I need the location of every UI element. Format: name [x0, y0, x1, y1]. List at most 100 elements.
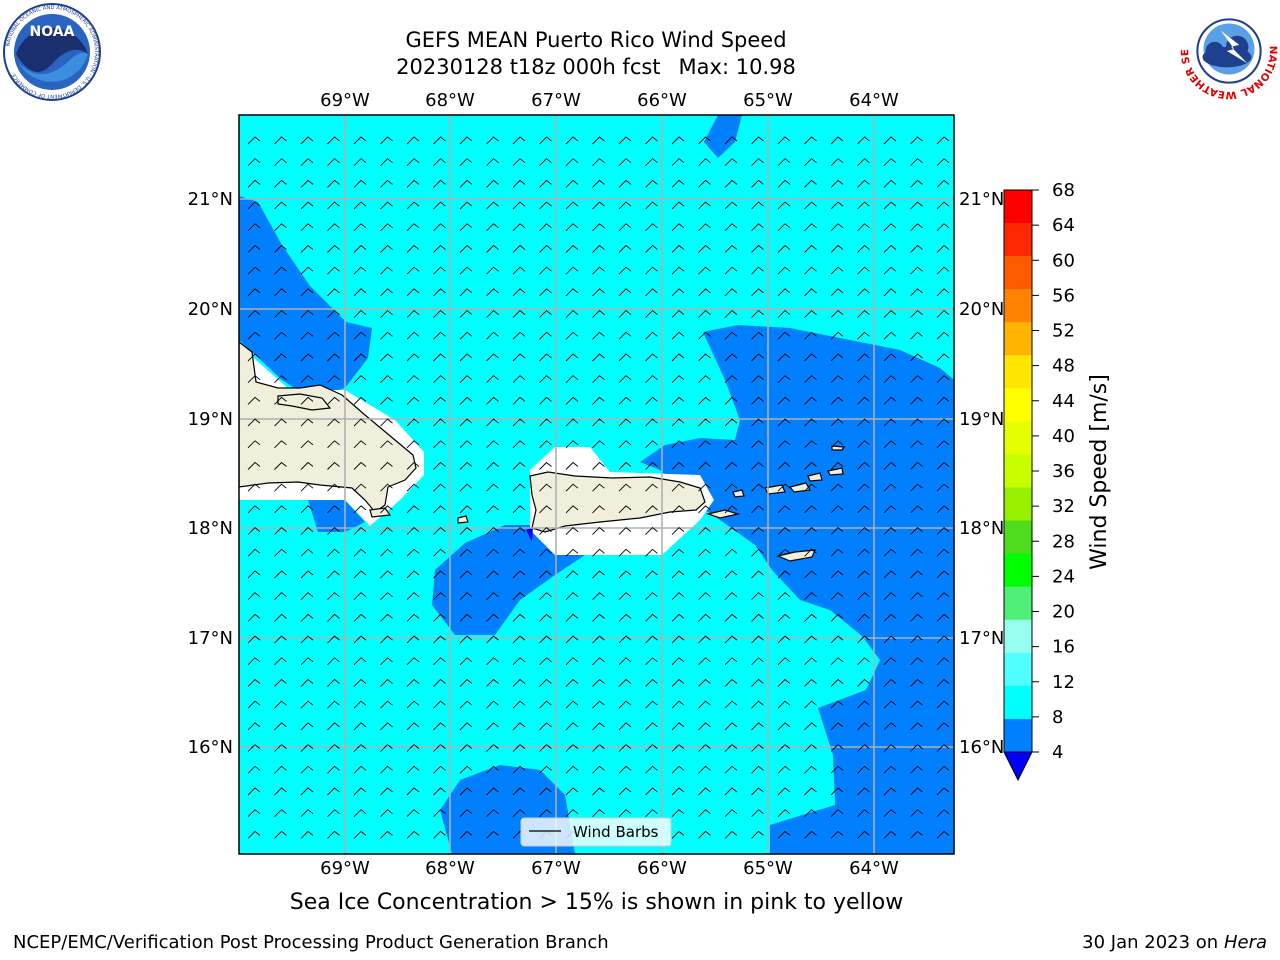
wind-barb [433, 526, 446, 535]
wind-barb [486, 635, 499, 644]
lon-label-bottom: 65°W [743, 858, 793, 879]
wind-barb [353, 722, 367, 731]
wind-barb [539, 244, 552, 253]
wind-barb [883, 483, 897, 492]
wind-barb [751, 592, 764, 601]
wind-barb [565, 266, 579, 275]
wind-barb [353, 375, 367, 384]
wind-barb [777, 830, 791, 839]
wind-barb [804, 440, 817, 449]
wind-barb [910, 396, 923, 405]
wind-barb [883, 613, 897, 622]
wind-barb [486, 201, 499, 210]
wind-barb [300, 722, 314, 731]
wind-barb [406, 223, 420, 232]
wind-barb [751, 461, 764, 470]
wind-barb [406, 331, 420, 340]
colorbar-tick-label: 48 [1052, 356, 1075, 377]
wind-barb [459, 136, 473, 145]
wind-barb [565, 353, 579, 362]
wind-barb [910, 418, 923, 427]
wind-barb [327, 418, 340, 427]
wind-barb [804, 179, 817, 188]
wind-barb [671, 613, 685, 622]
wind-barb [698, 288, 711, 297]
wind-barb [512, 700, 526, 709]
wind-barb [804, 592, 817, 601]
wind-barb [618, 635, 632, 644]
wind-barb [830, 613, 844, 622]
colorbar-tick-label: 52 [1052, 321, 1075, 342]
wind-barb [380, 461, 393, 470]
wind-barb [910, 657, 923, 666]
graticule [239, 115, 954, 854]
colorbar-segment [1004, 355, 1032, 389]
wind-barb [883, 266, 897, 275]
wind-barb [777, 635, 791, 644]
wind-barb [671, 353, 685, 362]
wind-barb [380, 613, 393, 622]
wind-barb [565, 657, 579, 666]
wind-field-4-8-east [640, 325, 954, 854]
wind-barb [910, 505, 923, 514]
wind-barb [565, 136, 579, 145]
colorbar-tick-label: 20 [1052, 602, 1075, 623]
wind-barb [300, 700, 314, 709]
wind-barb [751, 743, 764, 752]
wind-barb [327, 505, 340, 514]
map-frame [238, 114, 955, 855]
wind-barb [512, 613, 526, 622]
wind-barb [698, 158, 711, 167]
wind-barb [459, 440, 473, 449]
wind-barb [698, 809, 711, 818]
wind-barb [936, 570, 950, 579]
wind-barb [247, 787, 261, 796]
wind-barb [618, 526, 632, 535]
colorbar-tick-label: 12 [1052, 672, 1075, 693]
wind-barb [830, 223, 844, 232]
wind-barb [247, 743, 261, 752]
wind-barb [777, 353, 791, 362]
wind-barb [353, 418, 367, 427]
wind-barb [433, 136, 446, 145]
wind-barb [751, 548, 764, 557]
wind-barb [804, 505, 817, 514]
wind-barb [671, 722, 685, 731]
wind-barb [512, 743, 526, 752]
wind-barb [698, 266, 711, 275]
wind-barb [830, 179, 844, 188]
wind-barb [300, 678, 314, 687]
wind-barb [671, 700, 685, 709]
wind-barb [512, 244, 526, 253]
wind-barb [459, 266, 473, 275]
wind-barb [459, 179, 473, 188]
chart-subtitle: 20230128 t18z 000h fcst Max: 10.98 [0, 54, 1192, 80]
wind-barb [830, 678, 844, 687]
wind-barb [936, 136, 950, 145]
wind-barb [327, 461, 340, 470]
wind-barb [724, 483, 738, 492]
wind-barb [327, 375, 340, 384]
wind-barb [327, 678, 340, 687]
wind-barb [406, 179, 420, 188]
wind-barb [857, 830, 870, 839]
wind-barb [698, 201, 711, 210]
wind-barb [910, 353, 923, 362]
colorbar-tick-label: 60 [1052, 250, 1075, 271]
wind-barb [777, 526, 791, 535]
wind-barb [459, 505, 473, 514]
colorbar-segment [1004, 520, 1032, 555]
wind-barb [883, 461, 897, 470]
wind-barb [618, 331, 632, 340]
wind-barb [618, 440, 632, 449]
wind-barb [247, 136, 261, 145]
wind-barb [406, 158, 420, 167]
wind-barb [618, 570, 632, 579]
wind-barb [777, 722, 791, 731]
wind-barb [910, 743, 923, 752]
wind-barb [539, 678, 552, 687]
wind-barb [300, 483, 314, 492]
wind-barb [300, 418, 314, 427]
island-sombrero [831, 445, 846, 451]
wind-barb [618, 266, 632, 275]
